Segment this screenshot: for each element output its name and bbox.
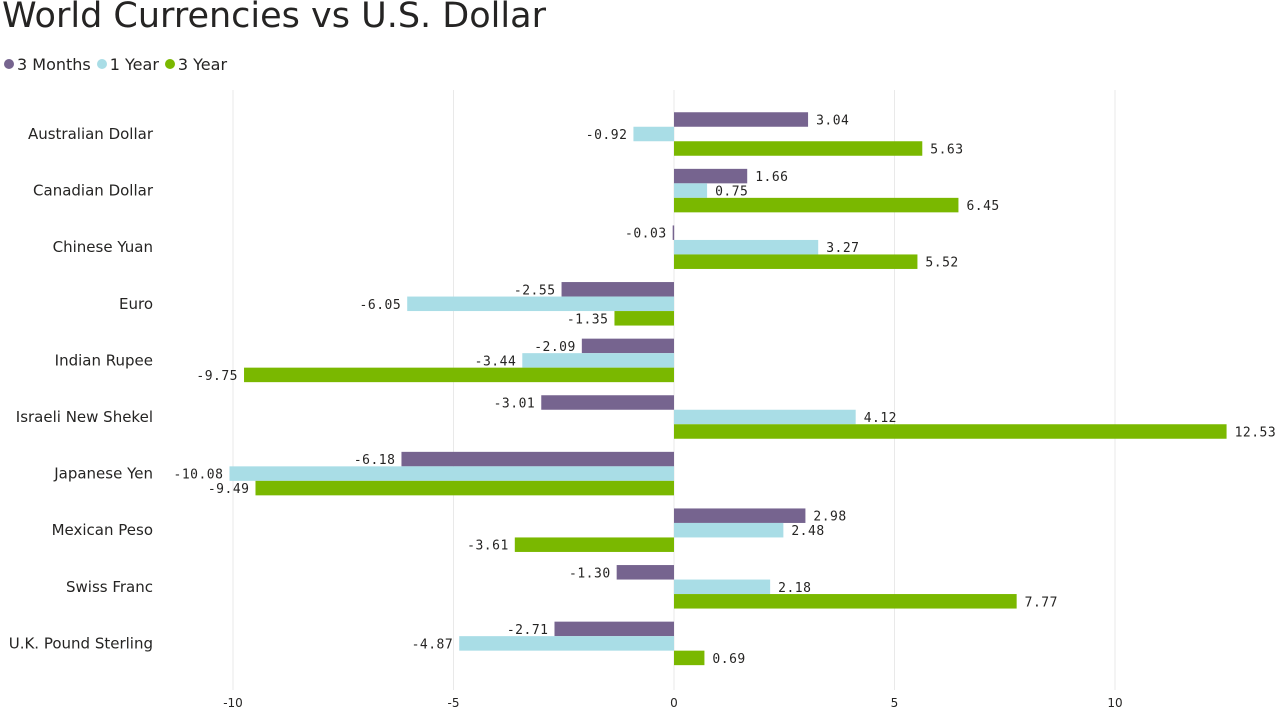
data-label: -1.30 [569, 566, 611, 581]
legend-swatch-3-months [4, 59, 14, 69]
chart-title: World Currencies vs U.S. Dollar [2, 0, 546, 36]
bar-3-months [616, 565, 674, 580]
bar-3-year [674, 650, 705, 666]
data-label: -4.87 [412, 637, 454, 652]
bar-1-year [229, 466, 675, 481]
category-label: U.K. Pound Sterling [9, 634, 153, 652]
x-tick-label: -5 [448, 696, 460, 710]
data-label: -10.08 [174, 468, 224, 483]
data-label: -2.71 [507, 623, 549, 638]
bar-1-year [674, 239, 819, 255]
legend-label-1-year: 1 Year [109, 54, 159, 74]
bar-3-months [674, 168, 748, 184]
x-tick-label: 0 [670, 696, 678, 710]
bar-3-months [672, 225, 675, 240]
data-label: -0.03 [625, 227, 667, 242]
bar-1-year [633, 126, 674, 142]
x-tick-label: 10 [1107, 696, 1122, 710]
legend-item-3-months[interactable]: 3 Months [4, 55, 91, 74]
category-label: Indian Rupee [55, 351, 153, 369]
chart-legend: 3 Months 1 Year 3 Year [4, 52, 233, 76]
data-label: -6.18 [354, 453, 396, 468]
bar-1-year [674, 579, 771, 595]
bar-3-months [581, 338, 674, 354]
data-label: -3.44 [475, 354, 517, 369]
bar-3-months [674, 112, 809, 127]
bar-3-year [514, 537, 674, 552]
bar-3-months [674, 508, 806, 523]
data-label: 6.45 [966, 199, 999, 214]
bar-3-year [255, 480, 674, 496]
data-label: 3.27 [826, 241, 859, 256]
bar-3-year [244, 367, 674, 383]
category-label: Japanese Yen [53, 465, 153, 483]
category-label: Israeli New Shekel [16, 408, 153, 426]
bar-1-year [674, 522, 784, 538]
legend-label-3-year: 3 Year [177, 54, 228, 74]
category-label: Chinese Yuan [53, 238, 153, 256]
x-tick-label: -10 [223, 696, 243, 710]
legend-item-1-year[interactable]: 1 Year [96, 54, 159, 74]
category-label: Euro [119, 295, 153, 313]
category-label: Canadian Dollar [33, 182, 154, 200]
bar-1-year [407, 296, 674, 312]
data-label: 1.66 [755, 170, 788, 185]
data-label: -9.49 [208, 482, 250, 497]
legend-label-3-months: 3 Months [17, 54, 91, 74]
data-label: -0.92 [586, 128, 628, 143]
data-label: -6.05 [360, 298, 402, 313]
data-label: 3.04 [816, 114, 849, 129]
bar-3-months [561, 282, 674, 297]
data-label: -1.35 [567, 312, 609, 327]
bar-3-year [674, 594, 1017, 609]
legend-swatch-3-year [164, 59, 175, 69]
data-label: 7.77 [1025, 595, 1058, 610]
data-label: 4.12 [864, 411, 897, 426]
data-label: -9.75 [196, 369, 238, 384]
data-label: -2.55 [514, 283, 556, 298]
data-label: -3.61 [467, 539, 509, 554]
data-label: 0.69 [712, 652, 745, 667]
data-label: 2.18 [778, 581, 811, 596]
category-label: Swiss Franc [66, 578, 153, 596]
legend-item-3-year[interactable]: 3 Year [164, 54, 228, 74]
category-label: Mexican Peso [52, 521, 153, 539]
data-label: 12.53 [1235, 426, 1277, 441]
data-label: 2.48 [791, 524, 824, 539]
bar-3-year [674, 424, 1227, 439]
data-label: 5.52 [925, 256, 958, 271]
bar-3-year [674, 197, 959, 213]
bar-1-year [459, 636, 674, 651]
bar-3-months [554, 621, 674, 637]
bar-3-year [674, 141, 923, 156]
data-label: -2.09 [534, 340, 576, 355]
x-tick-label: 5 [891, 696, 899, 710]
data-label: 2.98 [813, 510, 846, 525]
legend-swatch-1-year [96, 59, 107, 69]
bar-1-year [522, 353, 674, 368]
category-label: Australian Dollar [28, 125, 154, 143]
bar-3-year [674, 254, 918, 269]
bar-1-year [674, 183, 708, 198]
data-label: 0.75 [715, 185, 748, 200]
bar-3-months [401, 451, 674, 467]
bar-3-months [541, 395, 674, 410]
bar-1-year [674, 409, 856, 425]
data-label: 5.63 [930, 143, 963, 158]
data-label: -3.01 [494, 397, 536, 412]
bar-3-year [614, 311, 674, 326]
